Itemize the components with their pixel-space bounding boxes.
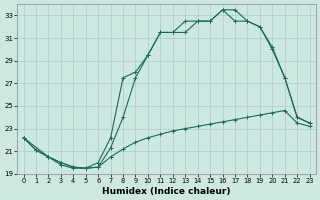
X-axis label: Humidex (Indice chaleur): Humidex (Indice chaleur) [102, 187, 231, 196]
